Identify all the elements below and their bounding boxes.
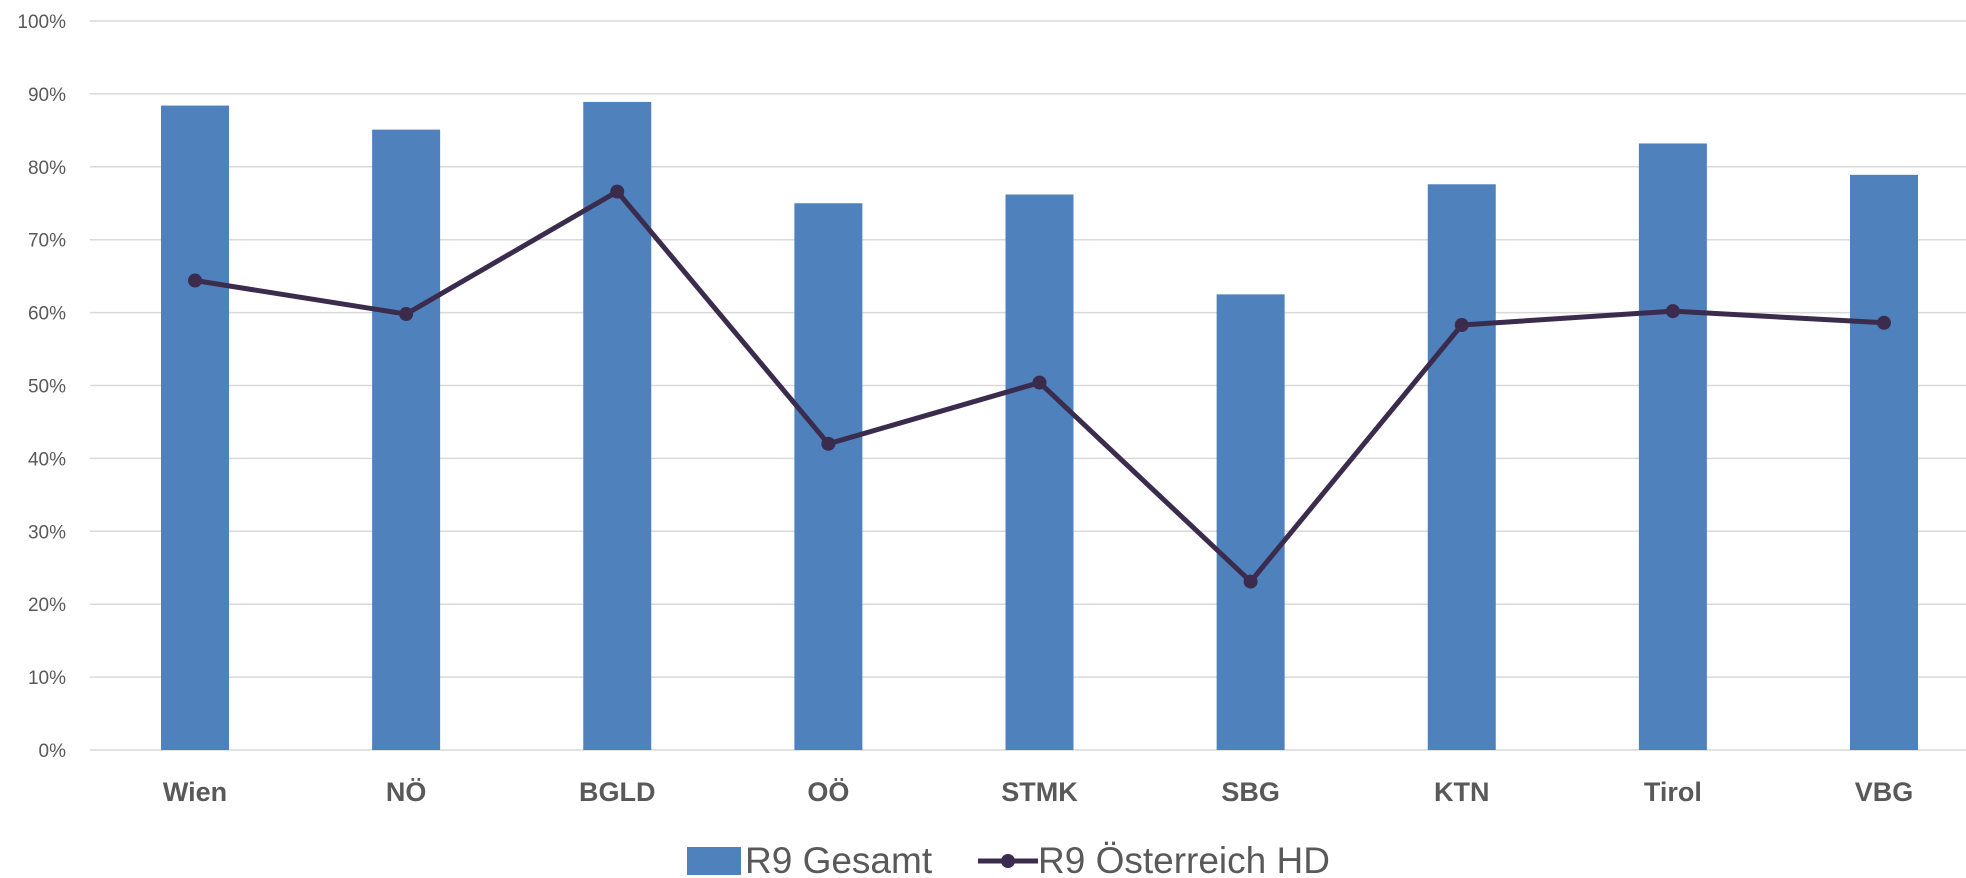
legend-bar-label: R9 Gesamt [745,840,933,878]
x-category-label: KTN [1434,777,1490,807]
bar-series [161,101,1918,751]
y-tick-label: 60% [28,304,66,325]
bar-stmk [1005,194,1074,750]
y-tick-label: 80% [28,158,66,179]
x-category-label: Wien [163,777,227,807]
x-category-label: BGLD [579,777,656,807]
y-tick-label: 70% [28,231,66,252]
bar-nö [372,129,441,751]
x-category-label: SBG [1221,777,1280,807]
bar-bgld [583,101,652,750]
bar-oö [794,203,863,750]
x-category-label: Tirol [1644,777,1702,807]
x-category-label: STMK [1001,777,1078,807]
line-point-nö [399,307,414,322]
line-point-stmk [1032,375,1047,390]
bar-vbg [1850,174,1918,751]
y-tick-label: 20% [28,595,66,616]
bar-wien [161,105,229,750]
x-axis-category-labels: Wien NÖ BGLD OÖ STMK SBG KTN Tirol VBG [163,777,1913,807]
y-tick-label: 30% [28,522,66,543]
bar-tirol [1638,143,1707,751]
legend-bar-swatch [687,847,741,875]
legend-line-marker [1001,854,1015,868]
y-tick-label: 0% [39,741,67,762]
y-axis-tick-labels: 0% 10% 20% 30% 40% 50% 60% 70% 80% 90% 100% [17,12,66,762]
line-point-oö [821,436,836,451]
y-tick-label: 40% [28,449,66,470]
bar-sbg [1216,294,1285,750]
x-category-label: NÖ [386,777,427,807]
x-category-label: VBG [1855,777,1914,807]
x-category-label: OÖ [807,777,849,807]
line-point-bgld [610,184,625,199]
line-point-tirol [1665,304,1680,319]
y-tick-label: 100% [17,12,66,33]
line-point-vbg [1877,315,1891,330]
bar-ktn [1427,184,1496,750]
line-point-wien [188,273,202,288]
y-tick-label: 90% [28,85,66,106]
line-point-sbg [1243,574,1258,589]
y-tick-label: 50% [28,377,66,398]
line-series [188,184,1891,589]
legend: R9 Gesamt R9 Österreich HD [687,840,1330,878]
y-tick-label: 10% [28,668,66,689]
line-point-ktn [1454,317,1469,332]
legend-line-label: R9 Österreich HD [1038,840,1330,878]
